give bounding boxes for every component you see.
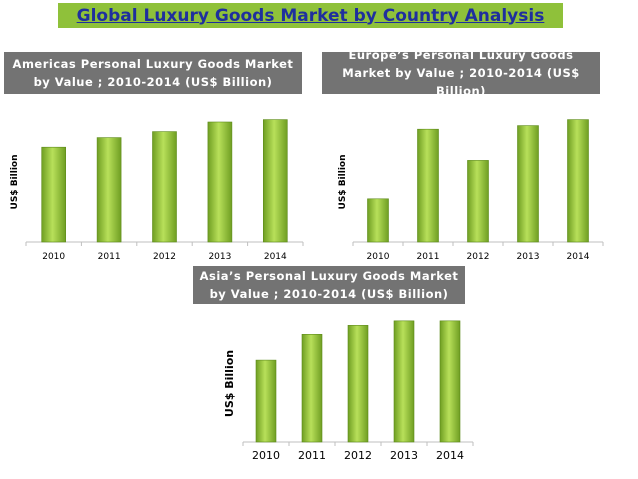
europe-bar-2013 [517,125,539,243]
europe-bar-2011 [417,128,439,243]
asia-bar-2011 [301,334,323,443]
asia-bar-2013 [393,320,415,443]
americas-bar-2010 [41,146,67,243]
europe-bar-2014 [567,119,589,243]
americas-bar-2013 [207,121,233,243]
asia-tick-label-2012: 2012 [344,449,372,462]
americas-bar-2011 [96,137,122,243]
americas-y-axis-label: US$ Billion [10,155,20,210]
asia-tick-label-2013: 2013 [390,449,418,462]
asia-chart-title: Asia’s Personal Luxury Goods Market by V… [193,266,465,304]
americas-chart-title: Americas Personal Luxury Goods Market by… [4,52,302,94]
americas-bar-chart: 2010 2011 2012 2013 2014 US$ Billion [10,119,304,262]
page-title: Global Luxury Goods Market by Country An… [76,5,545,26]
asia-chart-title-text: Asia’s Personal Luxury Goods Market by V… [199,269,459,301]
europe-chart-title: Europe’s Personal Luxury Goods Market by… [322,48,600,98]
asia-bar-2010 [255,359,277,443]
page-title-bar: Global Luxury Goods Market by Country An… [58,3,563,28]
europe-bar-2012 [467,160,489,243]
asia-y-axis-label: US$ Billion [223,350,236,417]
americas-tick-label-2012: 2012 [153,252,176,262]
europe-tick-label-2012: 2012 [467,252,490,262]
asia-tick-label-2011: 2011 [298,449,326,462]
americas-bar-2012 [152,131,177,243]
asia-bar-2014 [439,320,461,443]
europe-bar-chart: 2010 2011 2012 2013 2014 US$ Billion [338,119,604,262]
europe-y-axis-label: US$ Billion [338,155,348,210]
americas-tick-label-2014: 2014 [264,252,287,262]
americas-tick-label-2013: 2013 [208,252,231,262]
europe-tick-label-2010: 2010 [367,252,390,262]
americas-tick-label-2011: 2011 [98,252,121,262]
europe-tick-label-2014: 2014 [567,252,590,262]
americas-bar-2014 [262,119,288,243]
asia-tick-label-2014: 2014 [436,449,464,462]
asia-tick-label-2010: 2010 [252,449,280,462]
asia-bar-chart: 2010 2011 2012 2013 2014 US$ Billion [223,320,474,462]
europe-chart-title-text: Europe’s Personal Luxury Goods Market by… [342,48,580,98]
asia-bar-2012 [347,325,369,443]
europe-tick-label-2011: 2011 [417,252,440,262]
europe-bar-2010 [367,198,389,243]
americas-chart-title-text: Americas Personal Luxury Goods Market by… [12,57,294,89]
europe-tick-label-2013: 2013 [517,252,540,262]
americas-tick-label-2010: 2010 [42,252,65,262]
